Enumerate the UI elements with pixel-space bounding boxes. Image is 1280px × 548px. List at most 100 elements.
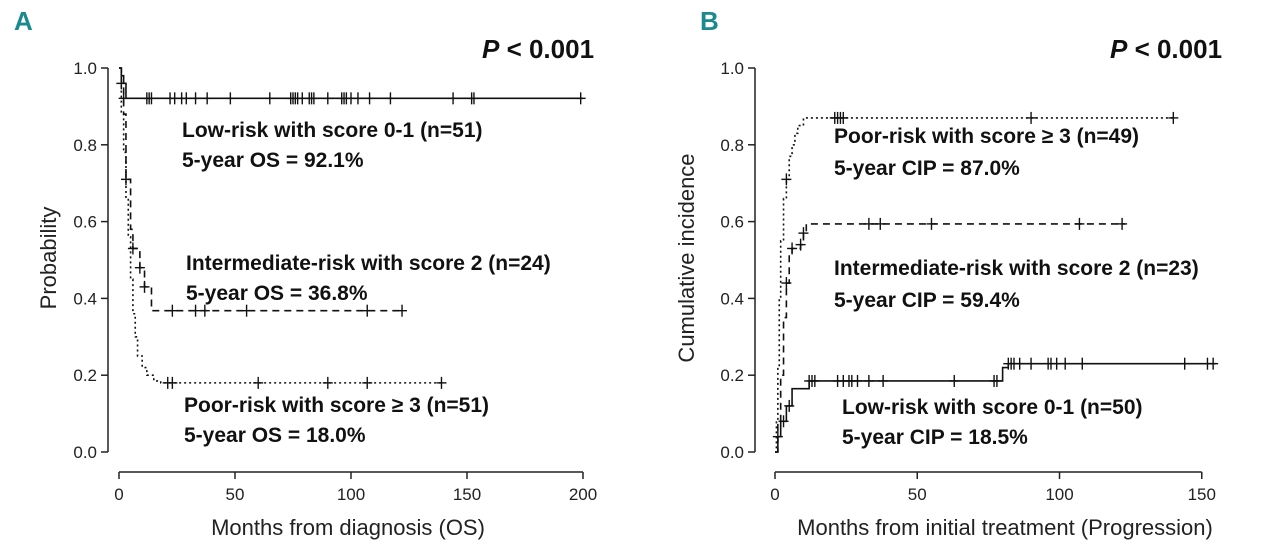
y-tick-label: 0.8 <box>720 136 744 155</box>
y-tick-label: 1.0 <box>720 59 744 78</box>
stat-low-risk-b: 5-year CIP = 18.5% <box>842 426 1028 449</box>
censor-mark <box>809 374 820 387</box>
censor-mark <box>167 304 178 317</box>
axes-b: 0.0 0.2 0.4 0.6 0.8 1.0 0 50 100 150 <box>720 59 1216 504</box>
legend-intermediate-risk-b: Intermediate-risk with score 2 (n=23) <box>834 257 1199 280</box>
censor-mark <box>1117 217 1128 230</box>
x-tick-label: 150 <box>453 485 481 504</box>
censor-mark <box>468 92 479 105</box>
censor-mark <box>781 277 792 290</box>
censor-mark <box>787 242 798 255</box>
censor-mark <box>1074 217 1085 230</box>
censor-mark <box>362 376 373 389</box>
censor-mark <box>322 92 333 105</box>
censor-mark <box>1051 357 1062 370</box>
censor-mark <box>781 173 792 186</box>
censor-mark <box>167 376 178 389</box>
stat-poor-risk-b: 5-year CIP = 87.0% <box>834 157 1020 180</box>
legend-low-risk-b: Low-risk with score 0-1 (n=50) <box>842 396 1143 419</box>
x-tick-label: 50 <box>226 485 245 504</box>
censor-mark <box>949 374 960 387</box>
stat-low-risk-a: 5-year OS = 92.1% <box>182 149 364 172</box>
x-axis-title-b: Months from initial treatment (Progressi… <box>797 515 1213 540</box>
censor-mark <box>397 304 408 317</box>
y-tick-label: 0.0 <box>720 443 744 462</box>
panel-a: A P < 0.001 Months from diagnosis (OS) P… <box>14 6 597 540</box>
p-value-b: P < 0.001 <box>1110 34 1222 64</box>
panel-b: B P < 0.001 Months from initial treatmen… <box>674 6 1222 540</box>
legend-intermediate-risk-a: Intermediate-risk with score 2 (n=24) <box>186 252 551 275</box>
legend-poor-risk-b: Poor-risk with score ≥ 3 (n=49) <box>834 125 1139 148</box>
censor-mark <box>322 376 333 389</box>
stat-intermediate-risk-b: 5-year CIP = 59.4% <box>834 289 1020 312</box>
y-tick-label: 0.6 <box>73 213 97 232</box>
censor-mark <box>436 376 447 389</box>
censor-mark <box>863 217 874 230</box>
censor-mark <box>1026 111 1037 124</box>
censor-mark <box>127 242 138 255</box>
censor-mark <box>798 227 809 240</box>
censor-mark <box>253 376 264 389</box>
censor-mark <box>575 92 586 105</box>
censor-mark <box>926 217 937 230</box>
censor-mark <box>181 92 192 105</box>
x-tick-label: 0 <box>114 485 123 504</box>
y-axis-title-a: Probability <box>36 207 61 310</box>
y-tick-label: 0.4 <box>73 289 97 308</box>
censor-mark <box>352 92 363 105</box>
censor-mark <box>362 304 373 317</box>
y-tick-label: 0.2 <box>720 366 744 385</box>
axes-a: 0.0 0.2 0.4 0.6 0.8 1.0 0 50 100 150 200 <box>73 59 597 504</box>
x-tick-label: 100 <box>337 485 365 504</box>
censor-mark <box>190 92 201 105</box>
censor-mark <box>202 92 213 105</box>
stat-intermediate-risk-a: 5-year OS = 36.8% <box>186 282 368 305</box>
panel-letter-b: B <box>700 6 719 36</box>
curve-a-2 <box>119 67 444 384</box>
censor-mark <box>772 430 783 443</box>
censor-mark <box>308 92 319 105</box>
censor-mark <box>1168 111 1179 124</box>
censor-mark <box>1014 357 1025 370</box>
p-value-a: P < 0.001 <box>482 34 594 64</box>
legend-poor-risk-a: Poor-risk with score ≥ 3 (n=51) <box>184 394 489 417</box>
censor-mark <box>1077 357 1088 370</box>
censor-mark <box>264 92 275 105</box>
censor-mark <box>146 92 157 105</box>
censor-mark <box>134 261 145 274</box>
censor-mark <box>878 374 889 387</box>
censor-mark <box>852 374 863 387</box>
x-axis-title-a: Months from diagnosis (OS) <box>211 515 485 540</box>
censor-mark <box>225 92 236 105</box>
y-tick-label: 0.6 <box>720 213 744 232</box>
y-tick-label: 0.0 <box>73 443 97 462</box>
censor-mark <box>838 111 849 124</box>
censor-mark <box>863 374 874 387</box>
censor-mark <box>199 304 210 317</box>
x-tick-label: 150 <box>1188 485 1216 504</box>
y-tick-label: 0.4 <box>720 289 744 308</box>
censor-mark <box>448 92 459 105</box>
stat-poor-risk-a: 5-year OS = 18.0% <box>184 424 366 447</box>
censor-mark <box>875 217 886 230</box>
x-tick-label: 50 <box>908 485 927 504</box>
y-tick-label: 0.8 <box>73 136 97 155</box>
x-tick-label: 200 <box>569 485 597 504</box>
y-axis-title-b: Cumulative incidence <box>674 153 699 362</box>
censor-mark <box>1208 357 1219 370</box>
censor-mark <box>120 173 131 186</box>
censor-mark <box>241 304 252 317</box>
y-tick-label: 0.2 <box>73 366 97 385</box>
censor-mark <box>991 374 1002 387</box>
x-tick-label: 100 <box>1045 485 1073 504</box>
censor-mark <box>1060 357 1071 370</box>
censor-mark <box>778 415 789 428</box>
panel-letter-a: A <box>14 6 33 36</box>
censor-mark <box>1026 357 1037 370</box>
x-tick-label: 0 <box>770 485 779 504</box>
censor-mark <box>784 399 795 412</box>
curves-b <box>772 111 1219 453</box>
censor-mark <box>139 280 150 293</box>
legend-low-risk-a: Low-risk with score 0-1 (n=51) <box>182 119 483 142</box>
censor-mark <box>1179 357 1190 370</box>
